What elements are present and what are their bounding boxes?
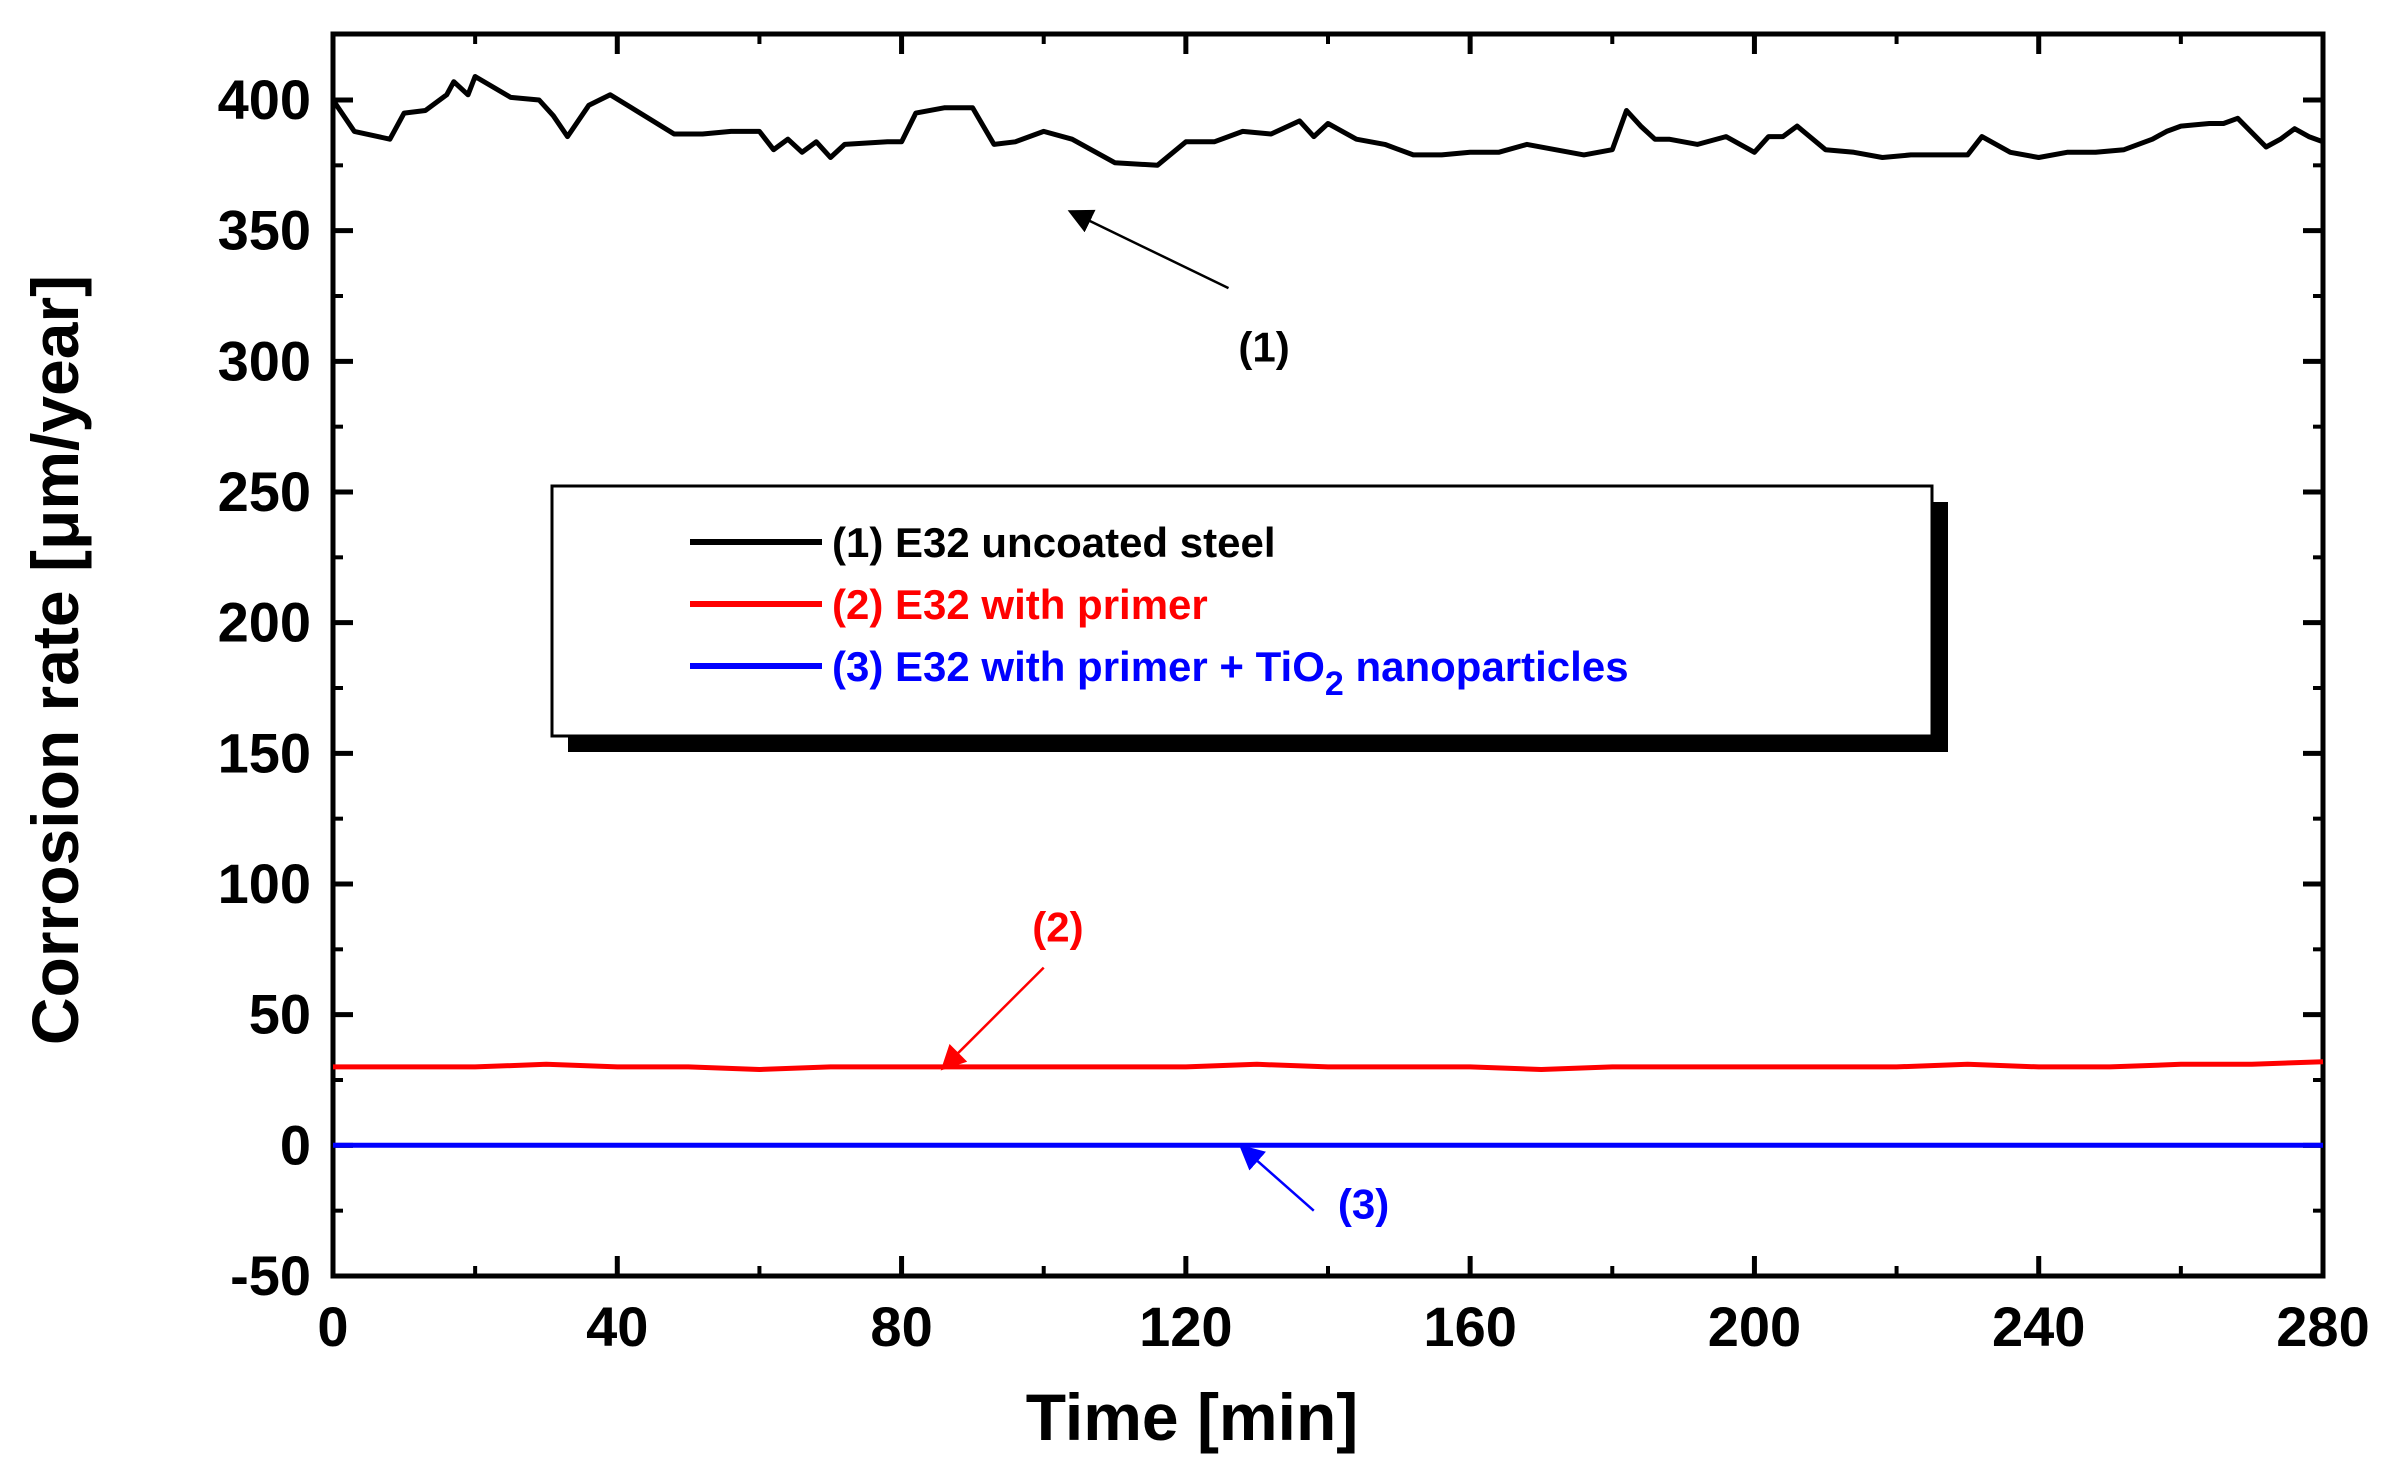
legend-label-suffix: nanoparticles	[1344, 643, 1629, 690]
legend: (1) E32 uncoated steel (2) E32 with prime…	[550, 484, 1948, 752]
annotation-arrow	[940, 966, 1045, 1071]
legend-label-text: (3) E32 with primer + TiO	[832, 643, 1325, 690]
legend-label-text: (1) E32 uncoated steel	[832, 519, 1275, 566]
x-tick-label: 80	[870, 1295, 932, 1358]
x-tick-label: 200	[1708, 1295, 1801, 1358]
y-tick-label: 200	[218, 591, 311, 654]
y-tick-label: 300	[218, 329, 311, 392]
legend-box	[550, 484, 1934, 738]
annotation-label: (2)	[1032, 903, 1083, 950]
annotation-arrow	[1238, 1144, 1315, 1212]
y-tick-label: 250	[218, 460, 311, 523]
y-axis-title: Corrosion rate [μm/year]	[18, 275, 92, 1045]
y-tick-label: -50	[230, 1244, 311, 1307]
x-axis-title: Time [min]	[1026, 1380, 1358, 1454]
annotations: (1) (2) (3)	[940, 209, 1389, 1228]
x-tick-label: 120	[1139, 1295, 1232, 1358]
x-tick-label: 0	[317, 1295, 348, 1358]
y-axis: -50 0 50 100 150 200 250 300 350 400	[218, 68, 2323, 1307]
series-line-uncoated-steel	[330, 74, 2324, 168]
y-tick-label: 50	[249, 983, 311, 1046]
legend-label-text: (2) E32 with primer	[832, 581, 1208, 628]
legend-label: (1) E32 uncoated steel	[832, 519, 1275, 566]
y-tick-label: 150	[218, 721, 311, 784]
annotation-label: (3)	[1338, 1181, 1389, 1228]
annotation-label: (1)	[1238, 323, 1289, 370]
legend-label: (2) E32 with primer	[832, 581, 1208, 628]
annotation-arrow	[1067, 209, 1230, 290]
x-axis: 0 40 80 120 160 200 240 280	[317, 34, 2370, 1358]
series-line-primer	[333, 1059, 2324, 1072]
series-layer	[330, 74, 2324, 1148]
y-tick-label: 100	[218, 852, 311, 915]
y-tick-label: 350	[218, 199, 311, 262]
legend-label: (3) E32 with primer + TiO2 nanoparticles	[832, 643, 1629, 703]
x-tick-label: 160	[1423, 1295, 1516, 1358]
x-tick-label: 280	[2276, 1295, 2369, 1358]
y-tick-label: 0	[280, 1113, 311, 1176]
x-tick-label: 240	[1992, 1295, 2085, 1358]
legend-label-subscript: 2	[1325, 665, 1344, 703]
y-tick-label: 400	[218, 68, 311, 131]
x-tick-label: 40	[586, 1295, 648, 1358]
